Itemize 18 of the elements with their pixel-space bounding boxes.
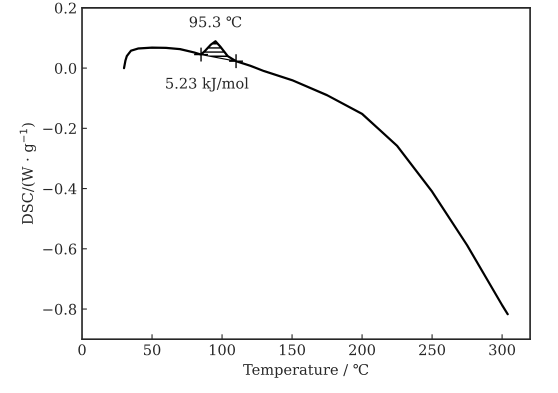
x-tick-label: 200 (349, 344, 376, 356)
line-series (122, 40, 509, 316)
annotation: 5.23 kJ/mol (166, 77, 248, 92)
x-tick-label: 50 (144, 344, 160, 356)
x-tick-label: 0 (78, 344, 86, 356)
y-tick-label: −0.2 (43, 123, 76, 134)
x-tick-label: 300 (489, 344, 516, 356)
annotation: 95.3 ℃ (190, 16, 242, 28)
x-tick-label: 150 (280, 344, 306, 356)
x-tick-label: 100 (210, 344, 235, 356)
y-tick-label: 0.0 (54, 62, 76, 74)
y-tick-label: −0.8 (43, 304, 76, 315)
y-tick-label: 0.2 (54, 2, 76, 14)
y-tick-label: −0.4 (43, 183, 76, 194)
y-tick-label: −0.6 (43, 244, 76, 255)
x-axis-title: Temperature / ℃ (243, 364, 368, 378)
x-tick-label: 250 (419, 344, 446, 356)
y-axis-title: DSC/(W · g$^{−1}$) (20, 123, 36, 224)
